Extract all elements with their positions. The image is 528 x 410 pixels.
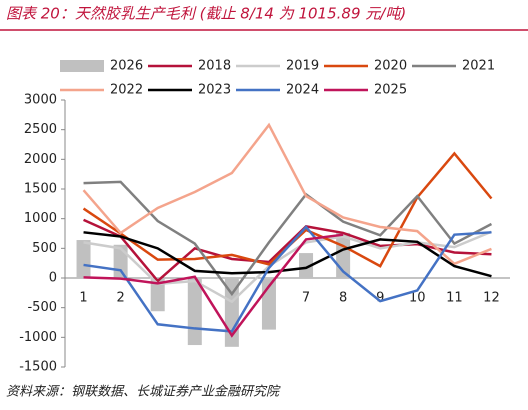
source-note: 资料来源：钢联数据、长城证券产业金融研究院	[6, 384, 281, 400]
y-tick-label: -1500	[19, 360, 57, 375]
line	[83, 225, 492, 333]
y-tick-label: 2500	[24, 122, 57, 137]
legend-label: 2021	[462, 59, 495, 74]
y-tick-label: -500	[27, 300, 57, 315]
x-tick-label: 12	[483, 291, 500, 306]
legend-label: 2025	[374, 83, 407, 98]
line	[83, 231, 492, 278]
y-tick-label: 1500	[24, 182, 57, 197]
y-tick-label: 500	[32, 241, 57, 256]
bar	[76, 240, 91, 278]
line	[82, 122, 492, 266]
x-tick-label: 8	[339, 291, 347, 306]
y-tick-label: 2000	[24, 152, 57, 167]
x-tick-label: 7	[302, 291, 310, 306]
legend-label: 2018	[198, 59, 231, 74]
bar	[150, 278, 165, 312]
y-tick-label: -1000	[19, 330, 57, 345]
legend-swatch	[60, 60, 104, 72]
x-tick-label: 10	[409, 291, 426, 306]
y-tick-label: 0	[49, 271, 57, 286]
x-tick-label: 9	[376, 291, 384, 306]
legend-label: 2020	[374, 59, 407, 74]
x-tick-label: 2	[116, 291, 124, 306]
bar	[187, 278, 202, 346]
y-tick-label: 1000	[24, 211, 57, 226]
legend-label: 2019	[286, 59, 319, 74]
bar	[299, 253, 314, 278]
legend-label: 2023	[198, 83, 231, 98]
legend-label: 2024	[286, 83, 319, 98]
line	[83, 233, 344, 338]
line	[83, 180, 493, 297]
x-tick-label: 11	[446, 291, 463, 306]
line	[83, 230, 492, 304]
legend-label: 2022	[110, 83, 143, 98]
legend-label: 2026	[110, 59, 143, 74]
chart-title: 图表 20：天然胶乳生产毛利 (截止 8/14 为 1015.89 元/吨)	[6, 5, 406, 23]
y-tick-label: 3000	[24, 93, 57, 108]
x-tick-label: 1	[79, 291, 87, 306]
